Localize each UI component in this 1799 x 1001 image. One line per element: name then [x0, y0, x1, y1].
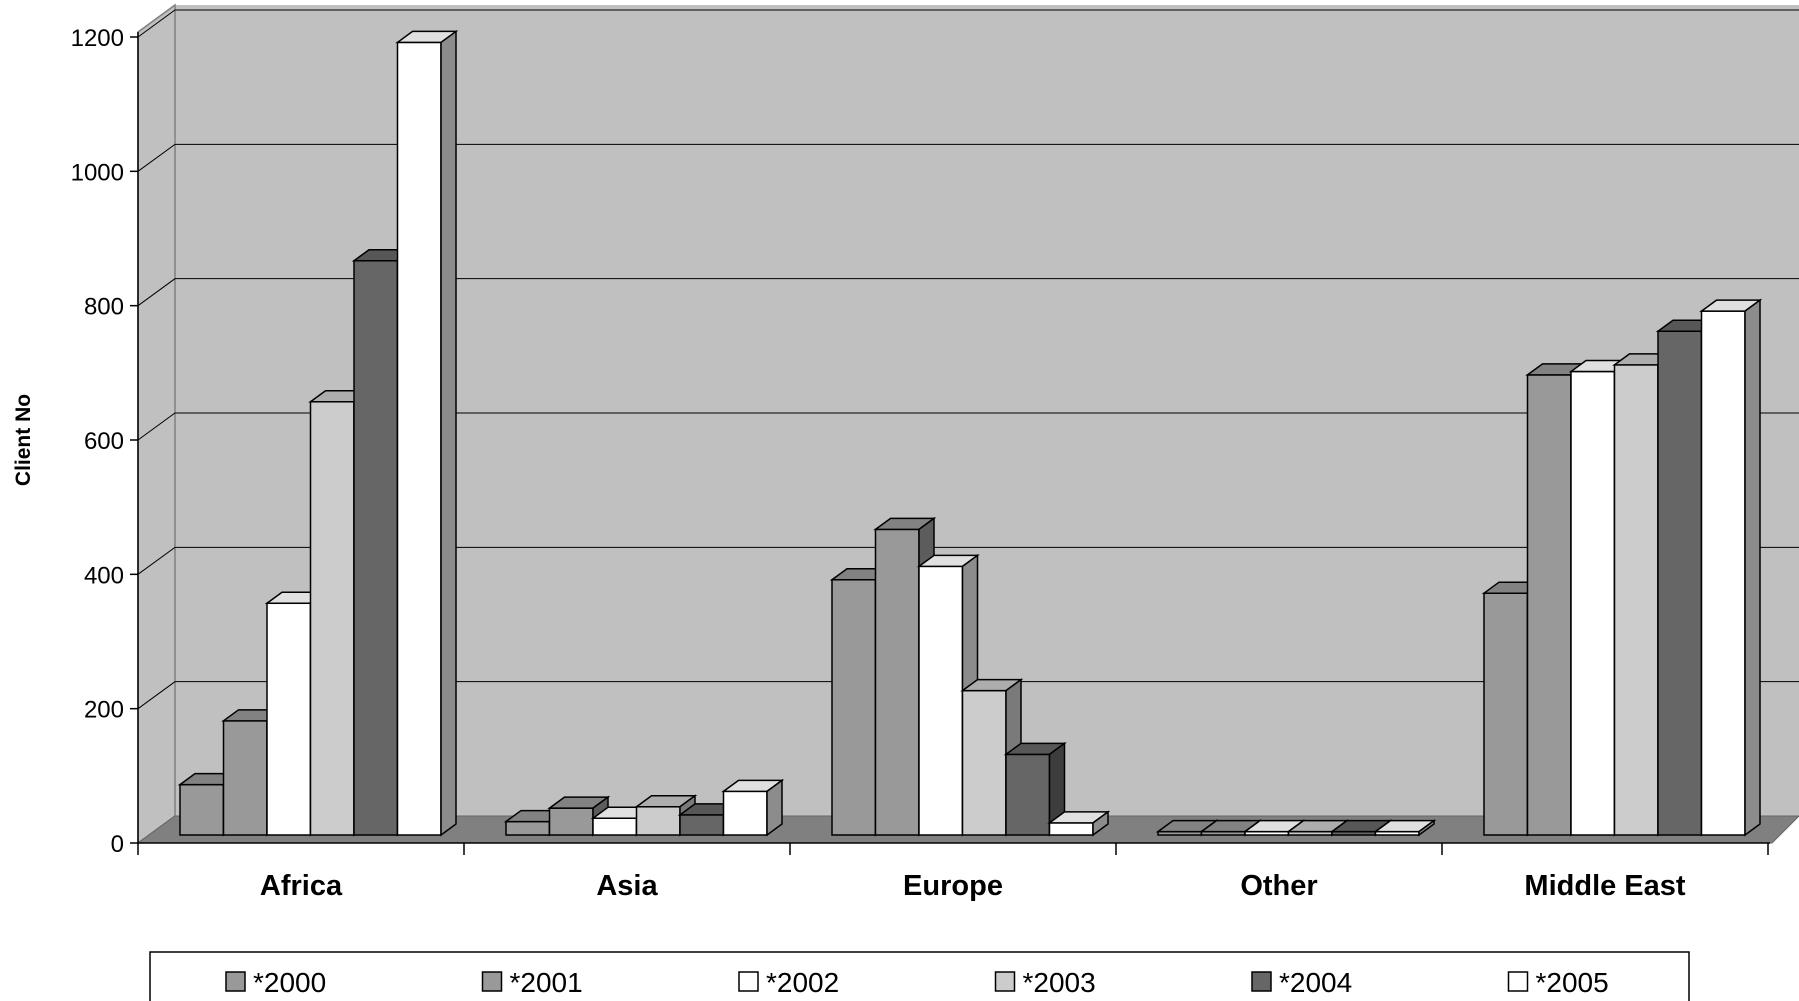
- y-axis-title: Client No: [12, 394, 35, 486]
- legend-label: *2005: [1536, 967, 1609, 998]
- bar-side: [1744, 298, 1761, 837]
- legend-item: *2005: [1507, 967, 1609, 998]
- bar: [1047, 810, 1111, 837]
- legend-item: *2004: [1251, 967, 1352, 998]
- bar-front: [592, 817, 638, 836]
- gridline: [137, 278, 1799, 307]
- legend-label: *2003: [1023, 967, 1096, 998]
- bar-front: [1657, 330, 1703, 836]
- legend-swatch: [481, 971, 503, 992]
- category-labels: Africa Asia Europe Other Middle East: [260, 870, 1686, 902]
- side-wall: [137, 3, 176, 845]
- bar-front: [353, 259, 399, 836]
- bar-front: [1048, 822, 1094, 836]
- legend-item: *2002: [738, 967, 839, 998]
- legend-box: [149, 951, 1690, 1001]
- legend-label: *2001: [510, 967, 583, 998]
- y-tick-labels: 0 200 400 600 800 1000 1200: [71, 25, 124, 858]
- bar-front: [266, 602, 312, 836]
- bar-front: [548, 807, 594, 836]
- bars: [177, 29, 1763, 837]
- gridlines: [137, 9, 1799, 710]
- bar: [1373, 819, 1437, 837]
- category-label: Asia: [596, 870, 658, 902]
- category-label: Middle East: [1524, 870, 1685, 902]
- bar-front: [1005, 753, 1051, 836]
- y-tick-label: 1200: [71, 25, 124, 52]
- legend-swatch: [225, 971, 246, 992]
- y-tick-label: 600: [84, 428, 124, 455]
- y-tick-label: 400: [84, 562, 124, 589]
- legend-item: *2000: [225, 967, 326, 998]
- bar: [960, 678, 1024, 837]
- axes: [130, 32, 1770, 855]
- gridline: [137, 412, 1799, 441]
- plot-background: [137, 3, 1799, 845]
- bar-front: [309, 401, 355, 836]
- bar-side: [440, 29, 457, 837]
- bar: [721, 778, 785, 837]
- category-label: Africa: [260, 870, 343, 902]
- bar-front: [179, 783, 225, 836]
- bar-front: [961, 689, 1007, 836]
- bar-front: [1483, 592, 1529, 836]
- legend: *2000 *2001 *2002 *2003 *2004 *2005: [149, 951, 1690, 1001]
- bar: [395, 29, 459, 837]
- y-tick-label: 0: [111, 831, 124, 858]
- legend-item: *2003: [994, 967, 1096, 998]
- category-label: Europe: [903, 870, 1003, 902]
- legend-swatch: [738, 971, 759, 992]
- bar-front: [1613, 364, 1659, 836]
- bar-front: [831, 579, 877, 836]
- bar-front: [396, 41, 442, 836]
- y-tick-label: 800: [84, 294, 124, 321]
- bar-front: [505, 820, 551, 836]
- legend-item: *2001: [481, 967, 583, 998]
- bar-front: [722, 790, 768, 836]
- bar-front: [918, 565, 964, 836]
- bar-front: [1570, 370, 1616, 836]
- bar-side: [766, 778, 783, 837]
- gridline: [137, 143, 1799, 172]
- bar-front: [635, 806, 681, 836]
- legend-label: *2002: [766, 967, 839, 998]
- gridline: [137, 9, 1799, 38]
- legend-swatch: [1507, 971, 1529, 992]
- y-tick-label: 200: [84, 697, 124, 724]
- bar-front: [1526, 374, 1572, 836]
- legend-label: *2000: [253, 967, 326, 998]
- category-label: Other: [1240, 870, 1317, 902]
- bar-front: [874, 528, 920, 836]
- bar-front: [1700, 310, 1746, 836]
- legend-label: *2004: [1279, 967, 1352, 998]
- back-wall: [175, 5, 1799, 816]
- gridline: [137, 546, 1799, 575]
- gridline: [137, 681, 1799, 710]
- bar-front: [679, 814, 725, 836]
- y-tick-label: 1000: [71, 159, 124, 186]
- legend-swatch: [994, 971, 1016, 992]
- bar-side: [1092, 810, 1109, 837]
- bar-side: [1418, 819, 1435, 837]
- legend-swatch: [1251, 971, 1272, 992]
- bar: [1699, 298, 1763, 837]
- bar: [1003, 741, 1067, 837]
- bar-front: [222, 720, 268, 836]
